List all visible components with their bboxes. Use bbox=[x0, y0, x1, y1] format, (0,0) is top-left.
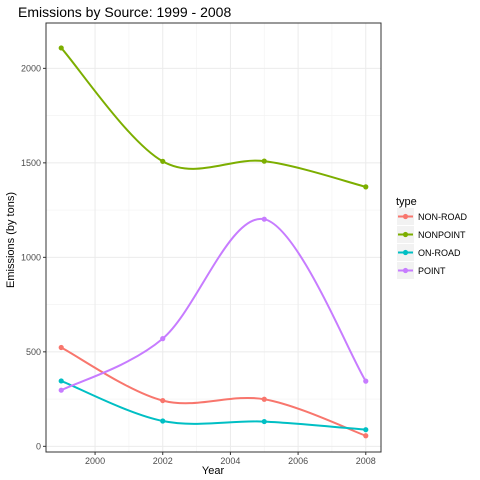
data-point-non-road bbox=[363, 433, 369, 439]
data-point-nonpoint bbox=[160, 158, 166, 164]
data-point-point bbox=[58, 387, 64, 393]
panel-border bbox=[45, 22, 382, 453]
legend-key-point-nonpoint bbox=[402, 231, 409, 238]
legend-label-point: POINT bbox=[418, 266, 446, 276]
series-line-on-road bbox=[60, 380, 366, 431]
x-tick-label: 2006 bbox=[288, 456, 308, 466]
y-tick-label: 1500 bbox=[21, 158, 41, 168]
legend: type NON-ROAD NONPOINT ON-ROAD POINT bbox=[396, 196, 467, 279]
data-point-on-road bbox=[363, 427, 369, 433]
y-axis-title: Emissions (by tons) bbox=[5, 192, 17, 288]
data-point-non-road bbox=[160, 397, 166, 404]
data-point-on-road bbox=[261, 418, 267, 425]
data-point-nonpoint bbox=[58, 45, 64, 51]
legend-label-non-road: NON-ROAD bbox=[418, 212, 467, 222]
data-point-point bbox=[160, 336, 166, 342]
x-tick-label: 2002 bbox=[153, 456, 173, 466]
x-axis-title: Year bbox=[202, 465, 225, 477]
legend-key-point-non-road bbox=[402, 213, 409, 220]
x-tick-label: 2008 bbox=[356, 456, 376, 466]
data-point-point bbox=[261, 216, 267, 222]
series-line-non-road bbox=[60, 346, 367, 437]
y-tick-label: 500 bbox=[26, 347, 41, 357]
series-line-point bbox=[60, 218, 367, 392]
legend-title: type bbox=[396, 196, 417, 208]
y-tick-label: 1000 bbox=[21, 252, 41, 262]
x-tick-label: 2000 bbox=[85, 456, 105, 466]
legend-label-on-road: ON-ROAD bbox=[418, 248, 461, 258]
data-point-non-road bbox=[58, 344, 64, 351]
data-point-on-road bbox=[58, 378, 64, 384]
data-point-point bbox=[363, 378, 369, 384]
data-point-nonpoint bbox=[363, 184, 369, 190]
y-tick-label: 0 bbox=[36, 441, 41, 451]
legend-key-point-on-road bbox=[402, 249, 409, 256]
data-point-nonpoint bbox=[261, 158, 267, 164]
x-tick-label: 2004 bbox=[220, 456, 240, 466]
legend-key-point-point bbox=[402, 267, 409, 274]
y-tick-label: 2000 bbox=[21, 63, 41, 73]
series-line-nonpoint bbox=[60, 47, 367, 188]
chart-title: Emissions by Source: 1999 - 2008 bbox=[18, 4, 231, 20]
data-point-non-road bbox=[261, 396, 267, 402]
plot-panel bbox=[45, 22, 382, 453]
legend-label-nonpoint: NONPOINT bbox=[418, 230, 466, 240]
data-point-on-road bbox=[160, 418, 166, 424]
